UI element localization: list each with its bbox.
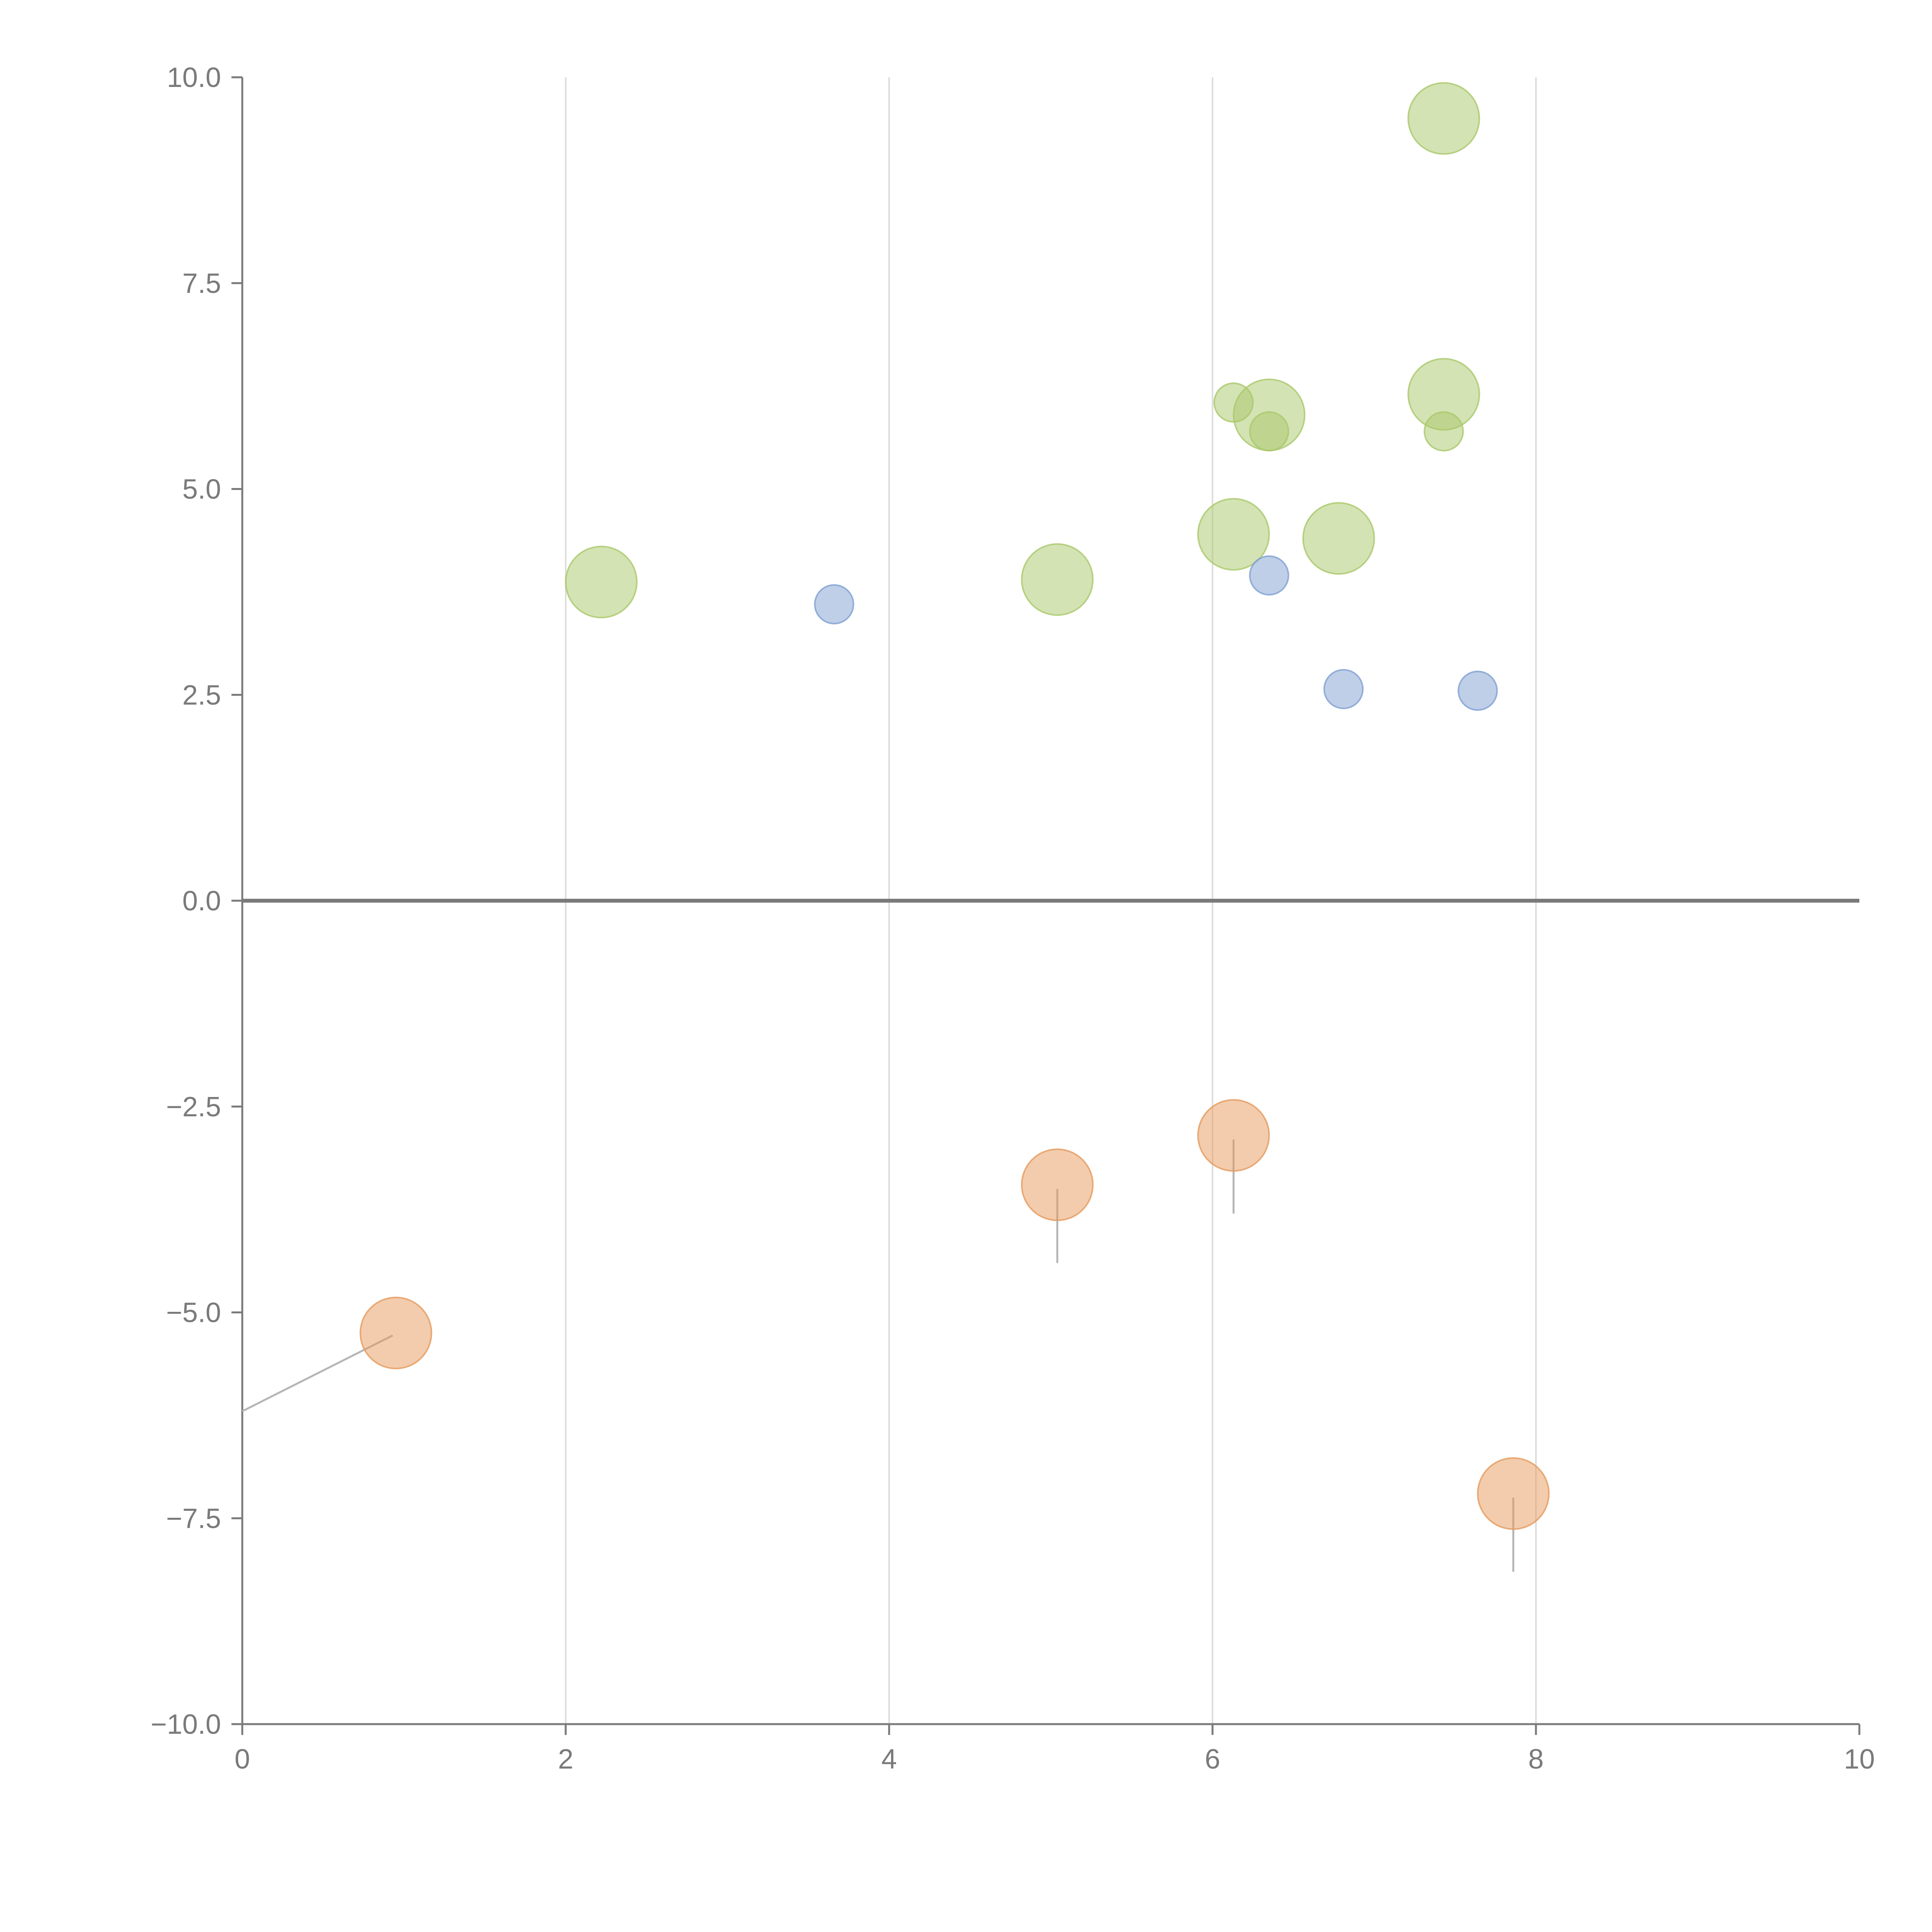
y-tick-label: 10.0 (167, 62, 221, 93)
y-tick-label: −2.5 (166, 1092, 221, 1122)
data-point-blue (814, 584, 854, 624)
data-point-green (1302, 502, 1375, 575)
data-point-orange (1477, 1457, 1550, 1530)
y-tick-label: 0.0 (182, 886, 221, 917)
data-point-blue (1323, 669, 1364, 709)
x-tick-label: 4 (881, 1744, 897, 1775)
x-tick-label: 10 (1844, 1744, 1875, 1775)
x-tick-label: 0 (235, 1744, 250, 1775)
x-tick-label: 8 (1528, 1744, 1544, 1775)
y-tick-label: −10.0 (151, 1709, 221, 1740)
axes (231, 76, 1861, 1735)
y-tick-label: 2.5 (182, 680, 221, 711)
y-tick-label: −5.0 (166, 1298, 221, 1328)
data-point-blue (1458, 670, 1498, 711)
data-points (359, 82, 1550, 1530)
leader-lines (242, 109, 1514, 1572)
data-point-green (1407, 82, 1480, 155)
data-point-orange (1197, 1099, 1270, 1172)
y-tick-label: 7.5 (182, 268, 221, 299)
data-point-green (1021, 543, 1094, 616)
x-tick-label: 6 (1205, 1744, 1220, 1775)
data-point-green (1197, 498, 1270, 571)
y-tick-label: −7.5 (166, 1503, 221, 1534)
data-point-green (1423, 411, 1464, 452)
data-point-blue (1249, 555, 1289, 596)
data-point-orange (359, 1296, 432, 1369)
data-point-orange (1021, 1148, 1094, 1221)
data-point-green (1249, 411, 1289, 452)
tick-labels: 0 2 4 6 8 10 10.0 7.5 5.0 2.5 0.0 −2.5 −5.0 −7.5 −10.0 (151, 62, 1875, 1775)
y-tick-label: 5.0 (182, 474, 221, 505)
x-tick-label: 2 (558, 1744, 573, 1775)
data-point-green (565, 546, 638, 619)
